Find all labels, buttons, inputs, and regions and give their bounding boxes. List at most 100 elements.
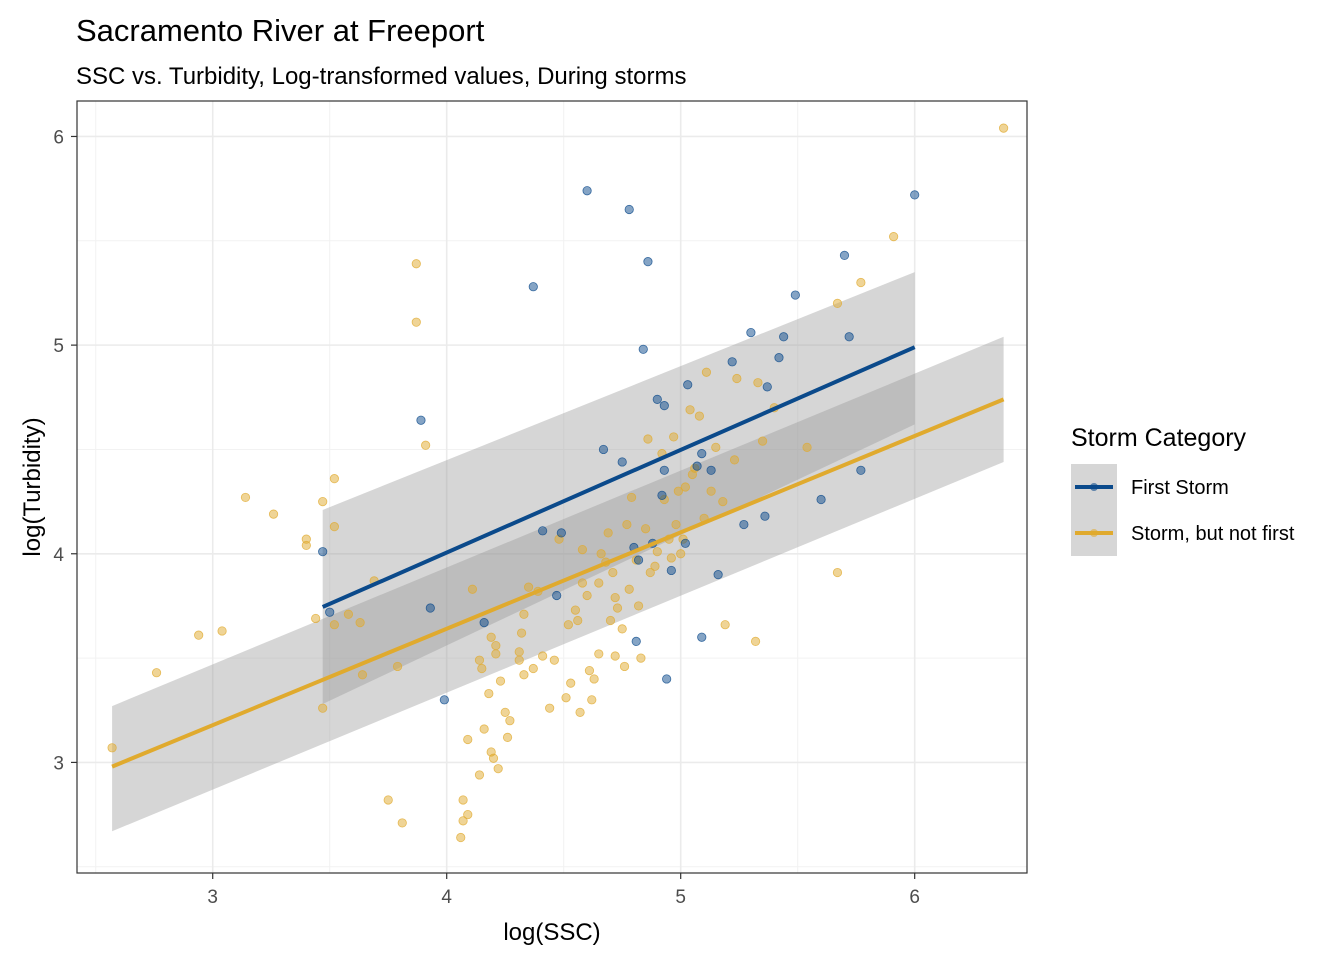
data-point xyxy=(633,601,644,611)
confidence-band xyxy=(322,272,915,704)
data-point xyxy=(680,538,690,548)
data-point xyxy=(832,567,843,578)
data-point xyxy=(493,764,503,774)
data-point xyxy=(643,257,653,267)
data-point xyxy=(666,553,676,563)
data-point xyxy=(573,615,583,626)
data-point xyxy=(151,668,162,678)
data-point xyxy=(732,373,742,384)
data-point xyxy=(474,770,485,780)
data-point xyxy=(575,707,585,717)
data-point xyxy=(889,232,899,242)
data-point xyxy=(577,544,588,555)
data-point xyxy=(421,440,431,450)
data-point xyxy=(329,474,339,484)
data-point xyxy=(491,640,501,651)
data-point xyxy=(697,632,707,642)
chart-subtitle: SSC vs. Turbidity, Log-transformed value… xyxy=(76,63,686,90)
data-point xyxy=(757,436,768,446)
legend-item: First Storm xyxy=(1071,464,1229,510)
data-point xyxy=(640,524,651,534)
data-point xyxy=(762,382,772,392)
x-tick-label: 3 xyxy=(207,887,218,908)
data-point xyxy=(500,707,510,717)
chart-title: Sacramento River at Freeport xyxy=(76,13,485,48)
data-point xyxy=(484,688,494,699)
data-point xyxy=(619,661,630,672)
x-tick-label: 5 xyxy=(675,887,686,908)
data-point xyxy=(659,401,669,411)
data-point xyxy=(610,651,620,661)
data-point xyxy=(538,526,548,536)
data-point xyxy=(605,615,616,626)
data-point xyxy=(357,670,368,680)
data-point xyxy=(713,570,723,580)
data-point xyxy=(587,695,597,705)
x-tick-label: 6 xyxy=(909,887,920,908)
data-point xyxy=(856,465,866,475)
data-point xyxy=(802,442,812,452)
data-point xyxy=(505,716,515,726)
fit-line xyxy=(321,345,916,609)
legend: Storm Category First Storm Storm, but not… xyxy=(1071,424,1295,556)
data-point xyxy=(545,703,555,713)
data-point xyxy=(240,492,251,503)
data-point xyxy=(528,663,538,674)
data-point xyxy=(516,628,527,638)
data-point xyxy=(636,653,646,663)
data-point xyxy=(514,655,524,665)
data-point xyxy=(594,578,604,588)
data-point xyxy=(458,816,468,826)
data-point xyxy=(456,832,466,843)
data-point xyxy=(416,415,426,425)
data-point xyxy=(666,565,676,576)
data-point xyxy=(584,666,595,676)
data-point xyxy=(832,298,843,308)
data-point xyxy=(750,636,761,647)
data-point xyxy=(411,259,421,269)
data-point xyxy=(711,442,721,452)
data-point xyxy=(662,674,672,684)
data-point xyxy=(624,204,634,215)
data-point xyxy=(524,582,534,592)
data-point xyxy=(594,649,604,659)
data-point xyxy=(617,624,627,634)
data-point xyxy=(676,549,686,559)
data-point xyxy=(570,605,580,615)
data-point xyxy=(502,732,513,742)
data-point xyxy=(671,519,681,530)
data-point xyxy=(474,655,485,665)
data-point xyxy=(467,584,478,594)
data-point xyxy=(268,509,279,519)
data-point xyxy=(301,540,311,551)
data-point xyxy=(739,519,749,530)
data-point xyxy=(311,613,321,624)
data-point xyxy=(318,497,328,507)
data-point xyxy=(463,809,473,820)
data-point xyxy=(217,626,227,636)
data-point xyxy=(318,703,328,713)
fit-lines xyxy=(111,345,1005,769)
grid-lines xyxy=(77,101,1027,873)
data-point xyxy=(760,511,770,521)
data-point xyxy=(486,632,496,642)
data-point xyxy=(582,186,592,196)
data-point xyxy=(488,753,499,763)
x-axis-title: log(SSC) xyxy=(503,919,600,946)
legend-point xyxy=(1090,483,1098,491)
data-point xyxy=(910,190,920,200)
data-point xyxy=(325,607,335,617)
x-tick-label: 4 xyxy=(441,887,452,908)
data-point xyxy=(650,561,660,571)
data-point xyxy=(556,528,566,538)
data-point xyxy=(999,123,1009,133)
data-point xyxy=(463,734,473,745)
data-point xyxy=(107,743,117,753)
data-point xyxy=(552,590,562,601)
y-tick-label: 3 xyxy=(53,753,64,774)
data-point xyxy=(697,449,707,459)
data-point xyxy=(563,620,573,630)
data-point xyxy=(549,655,559,665)
data-point xyxy=(839,250,850,260)
